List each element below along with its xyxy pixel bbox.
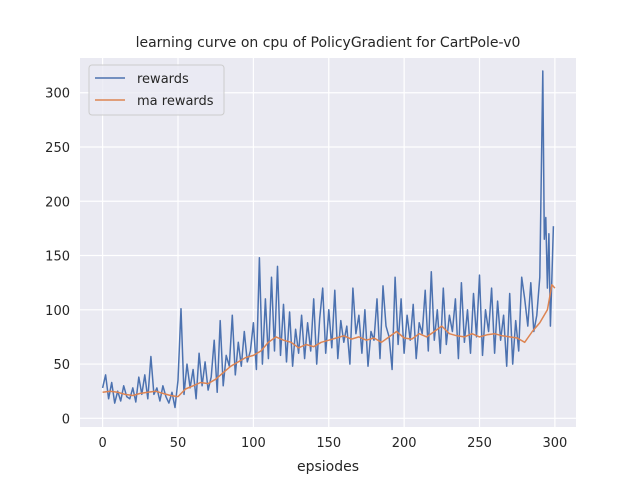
y-tick-label: 100 bbox=[45, 304, 70, 319]
y-tick-label: 50 bbox=[53, 358, 70, 373]
y-tick-label: 200 bbox=[45, 195, 70, 210]
y-tick-label: 250 bbox=[45, 141, 70, 156]
rewards-series-line bbox=[101, 70, 555, 409]
chart-title: learning curve on cpu of PolicyGradient … bbox=[136, 35, 521, 51]
x-axis-label: epsiodes bbox=[297, 459, 359, 475]
x-tick-label: 150 bbox=[316, 436, 341, 451]
x-tick-label: 250 bbox=[467, 436, 492, 451]
ma-rewards-series-line bbox=[102, 284, 556, 398]
x-tick-label: 100 bbox=[241, 436, 266, 451]
legend-label-rewards: rewards bbox=[137, 72, 189, 87]
x-tick-label: 200 bbox=[392, 436, 417, 451]
series-layer bbox=[101, 70, 556, 409]
legend: rewards ma rewards bbox=[88, 64, 225, 116]
x-tick-label: 300 bbox=[542, 436, 567, 451]
x-tick-label: 50 bbox=[170, 436, 187, 451]
y-tick-label: 300 bbox=[45, 87, 70, 102]
y-tick-label: 0 bbox=[62, 412, 70, 427]
plot-area bbox=[80, 58, 576, 427]
y-tick-label: 150 bbox=[45, 250, 70, 265]
x-tick-label: 0 bbox=[98, 436, 106, 451]
legend-label-ma-rewards: ma rewards bbox=[137, 94, 214, 109]
tick-labels: 0 50 100 150 200 250 300 0 50 100 150 200 250 300 bbox=[45, 87, 567, 451]
